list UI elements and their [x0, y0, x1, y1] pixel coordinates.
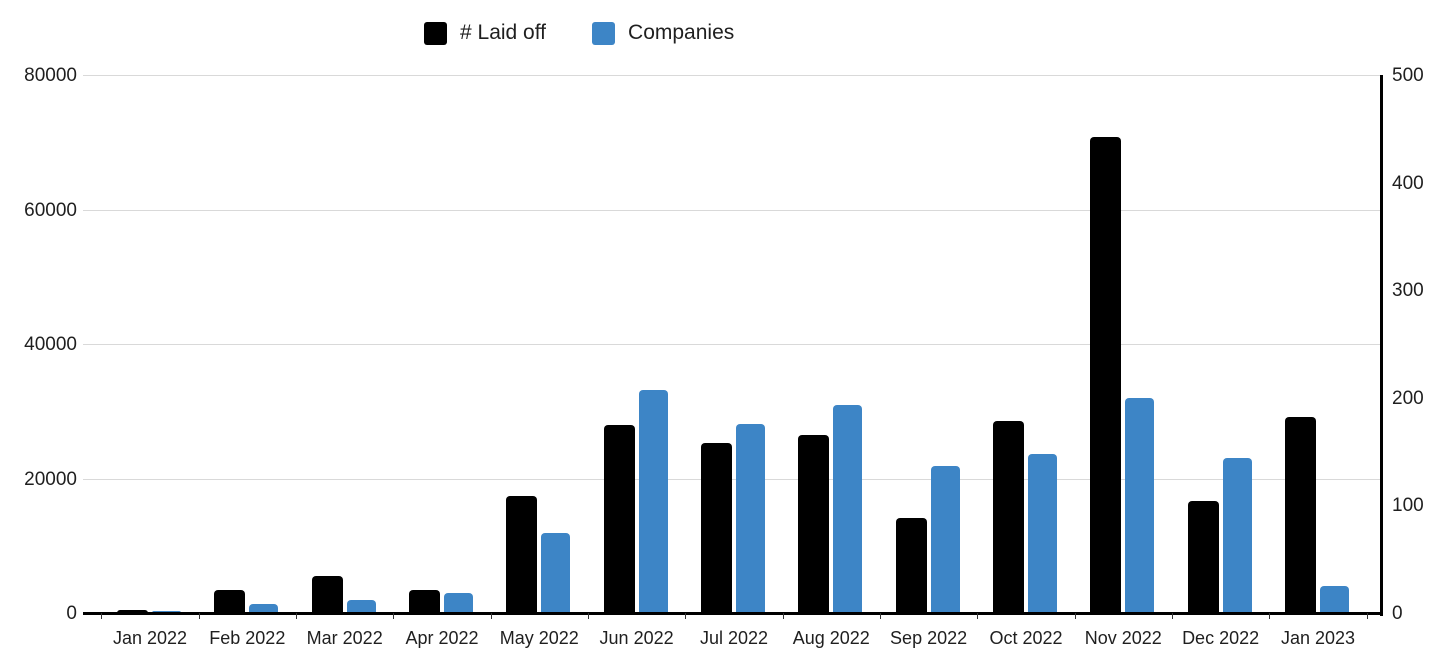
- x-axis-category-label: Jan 2022: [112, 628, 188, 648]
- y-axis-left-tick-label: 60000: [24, 199, 77, 221]
- bar-laid-off: [506, 496, 538, 613]
- bar-laid-off: [311, 576, 343, 613]
- bar-companies: [1028, 453, 1057, 613]
- y-axis-right-tick-label: 300: [1392, 280, 1424, 302]
- gridline: [83, 209, 1383, 211]
- x-axis-category-label: Mar 2022: [306, 628, 383, 648]
- x-axis-line: [83, 612, 1383, 615]
- bar-laid-off: [214, 590, 246, 613]
- x-axis-tick-mark: [782, 613, 784, 619]
- bar-laid-off: [1187, 500, 1219, 613]
- legend: # Laid off Companies: [424, 21, 734, 45]
- gridline: [83, 478, 1383, 480]
- bar-laid-off: [117, 609, 148, 613]
- companies-legend-label: Companies: [628, 21, 735, 44]
- x-axis-category-label: Apr 2022: [405, 628, 479, 648]
- bar-companies: [152, 610, 181, 613]
- y-axis-left-tick-label: 80000: [24, 65, 77, 86]
- x-axis-tick-mark: [1172, 613, 1173, 619]
- x-axis-tick-mark: [296, 613, 297, 619]
- x-axis-tick-mark: [1269, 613, 1271, 619]
- x-axis-tick-mark: [880, 613, 881, 619]
- right-axis-line: [1380, 75, 1383, 616]
- x-axis-tick-mark: [101, 613, 103, 619]
- bar-companies: [930, 465, 960, 613]
- x-axis-tick-mark: [393, 613, 395, 619]
- legend-item-companies: Companies: [592, 21, 734, 45]
- bar-companies: [1222, 458, 1252, 613]
- x-axis-tick-mark: [198, 613, 200, 619]
- bar-laid-off: [895, 518, 927, 613]
- x-axis-tick-mark: [685, 613, 687, 619]
- bar-laid-off: [993, 420, 1024, 613]
- bar-laid-off: [1285, 416, 1316, 613]
- x-axis-category-label: Jun 2022: [599, 628, 674, 648]
- y-axis-left-tick-label: 20000: [24, 468, 77, 490]
- plot-area: [83, 75, 1383, 616]
- x-axis-tick-mark: [1074, 613, 1076, 619]
- x-axis-category-label: Nov 2022: [1084, 628, 1162, 648]
- bar-laid-off: [798, 434, 830, 613]
- gridline: [83, 344, 1383, 345]
- bar-companies: [1125, 397, 1155, 613]
- y-axis-left-tick-label: 40000: [24, 334, 77, 355]
- y-axis-right-tick-label: 500: [1392, 65, 1424, 86]
- bar-companies: [833, 405, 863, 613]
- x-axis-category-label: Sep 2022: [890, 628, 968, 648]
- bar-companies: [346, 600, 376, 613]
- bar-laid-off: [603, 425, 635, 613]
- x-axis-category-label: Jan 2023: [1280, 628, 1356, 648]
- x-axis-category-label: Jul 2022: [699, 628, 769, 648]
- gridline: [83, 75, 1383, 76]
- y-axis-right-tick-label: 400: [1392, 172, 1424, 194]
- bar-companies: [1320, 586, 1349, 613]
- bar-companies: [541, 533, 571, 613]
- x-axis-category-label: May 2022: [499, 628, 579, 648]
- y-axis-right-tick-label: 200: [1392, 387, 1424, 409]
- x-axis-tick-mark: [977, 613, 979, 619]
- bar-laid-off: [1090, 136, 1122, 613]
- bar-companies: [736, 423, 765, 613]
- x-axis-category-label: Feb 2022: [209, 628, 286, 648]
- companies-legend-swatch: [592, 21, 616, 45]
- y-axis-right-tick-label: 0: [1392, 603, 1403, 624]
- y-axis-right-tick-label: 100: [1392, 495, 1424, 517]
- laid-off-legend-label: # Laid off: [460, 21, 547, 44]
- bar-laid-off: [701, 442, 732, 613]
- x-axis-tick-mark: [1366, 613, 1368, 619]
- x-axis-category-label: Aug 2022: [792, 628, 870, 648]
- x-axis-category-label: Dec 2022: [1182, 628, 1260, 648]
- x-axis-tick-mark: [588, 613, 589, 619]
- bar-companies: [638, 390, 668, 613]
- x-axis-category-label: Oct 2022: [989, 628, 1063, 648]
- bar-laid-off: [409, 589, 440, 613]
- x-axis-tick-mark: [490, 613, 492, 619]
- legend-item-laid-off: # Laid off: [424, 21, 546, 45]
- bar-companies: [444, 592, 473, 613]
- y-axis-left-tick-label: 0: [66, 603, 77, 624]
- bar-companies: [249, 604, 279, 613]
- laid-off-legend-swatch: [424, 21, 447, 45]
